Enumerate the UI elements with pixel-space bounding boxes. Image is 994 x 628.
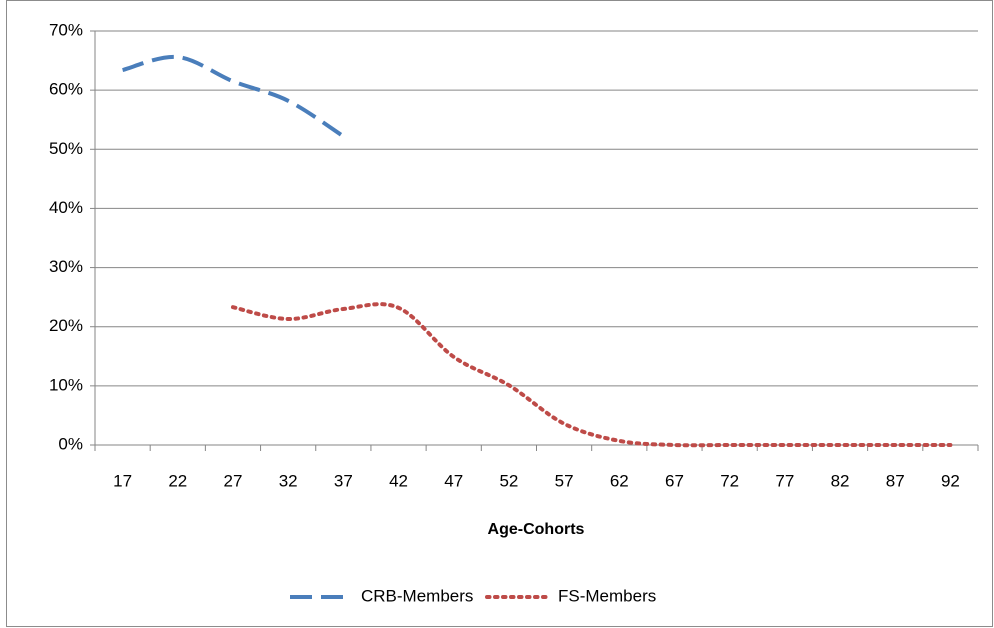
series-line (122, 54, 345, 138)
x-tick-label: 92 (941, 471, 960, 490)
y-tick-label: 70% (49, 20, 83, 39)
y-tick-label: 30% (49, 257, 83, 276)
x-tick-label: 32 (279, 471, 298, 490)
x-tick-label: 27 (224, 471, 243, 490)
chart-frame (6, 0, 993, 627)
legend-label: FS-Members (558, 586, 656, 605)
x-tick-label: 72 (720, 471, 739, 490)
x-axis-title: Age-Cohorts (488, 521, 585, 538)
x-tick-label: 47 (444, 471, 463, 490)
legend-label: CRB-Members (361, 586, 473, 605)
x-tick-label: 87 (886, 471, 905, 490)
series-line (230, 302, 953, 448)
x-tick-label: 82 (831, 471, 850, 490)
y-tick-label: 50% (49, 139, 83, 158)
x-tick-label: 62 (610, 471, 629, 490)
x-tick-label: 77 (775, 471, 794, 490)
y-tick-label: 0% (58, 434, 83, 453)
x-tick-label: 17 (113, 471, 132, 490)
x-tick-label: 22 (168, 471, 187, 490)
x-tick-label: 67 (665, 471, 684, 490)
y-tick-label: 10% (49, 375, 83, 394)
y-tick-label: 60% (49, 80, 83, 99)
y-tick-label: 40% (49, 198, 83, 217)
x-tick-label: 42 (389, 471, 408, 490)
x-tick-label: 57 (555, 471, 574, 490)
y-tick-label: 20% (49, 316, 83, 335)
x-tick-label: 37 (334, 471, 353, 490)
x-tick-label: 52 (499, 471, 518, 490)
